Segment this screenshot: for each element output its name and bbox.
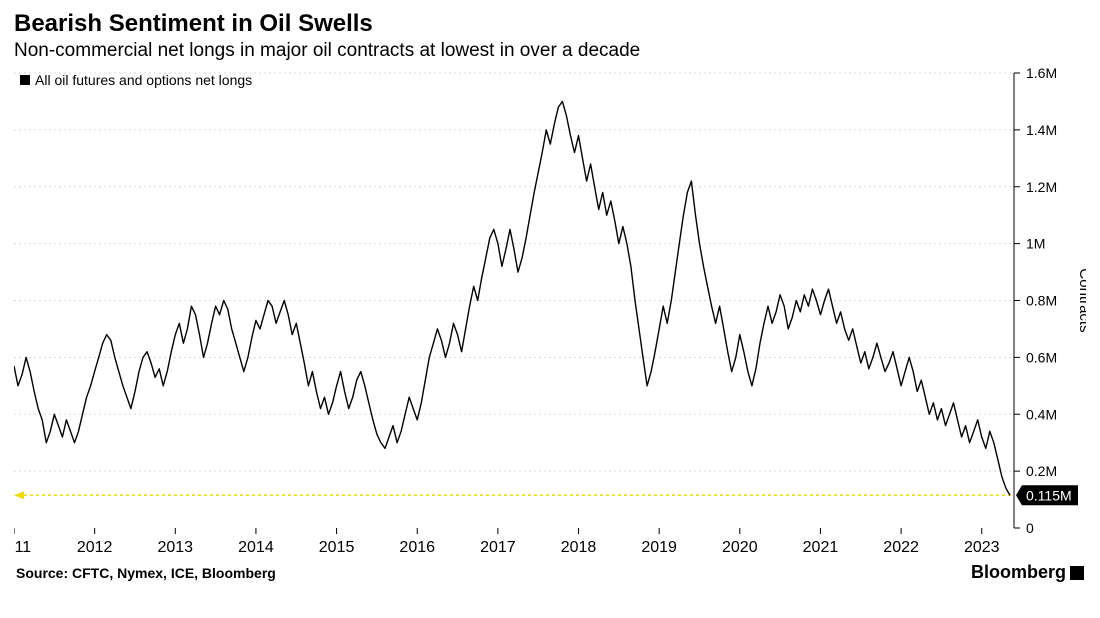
brand-icon [1070, 566, 1084, 580]
legend-label: All oil futures and options net longs [35, 72, 252, 88]
chart-area: All oil futures and options net longs 00… [14, 68, 1086, 558]
svg-text:2015: 2015 [319, 539, 355, 556]
svg-text:2013: 2013 [157, 539, 193, 556]
source-text: Source: CFTC, Nymex, ICE, Bloomberg [16, 565, 276, 581]
svg-text:0.4M: 0.4M [1026, 406, 1057, 422]
chart-subtitle: Non-commercial net longs in major oil co… [14, 40, 1086, 62]
svg-text:2017: 2017 [480, 539, 516, 556]
svg-text:1M: 1M [1026, 236, 1045, 252]
chart-svg: 0 0.2M 0.4M 0.6M 0.8M 1M 1.2M 1.4M 1.6M Contracts… [14, 68, 1086, 558]
brand: Bloomberg [971, 562, 1084, 583]
svg-text:2012: 2012 [77, 539, 113, 556]
svg-text:2021: 2021 [803, 539, 839, 556]
svg-text:0.2M: 0.2M [1026, 463, 1057, 479]
svg-text:0.115M: 0.115M [1026, 487, 1072, 503]
svg-text:2011: 2011 [14, 539, 31, 556]
svg-text:2019: 2019 [641, 539, 677, 556]
chart-title: Bearish Sentiment in Oil Swells [14, 10, 1086, 38]
svg-text:2020: 2020 [722, 539, 758, 556]
svg-text:2018: 2018 [561, 539, 597, 556]
svg-text:0: 0 [1026, 520, 1034, 536]
svg-text:1.6M: 1.6M [1026, 68, 1057, 81]
chart-container: Bearish Sentiment in Oil Swells Non-comm… [0, 0, 1100, 618]
svg-text:0.8M: 0.8M [1026, 293, 1057, 309]
svg-text:0.6M: 0.6M [1026, 349, 1057, 365]
svg-text:2023: 2023 [964, 539, 1000, 556]
brand-label: Bloomberg [971, 562, 1066, 583]
legend-swatch [20, 75, 30, 85]
svg-text:2016: 2016 [399, 539, 435, 556]
svg-text:2022: 2022 [883, 539, 919, 556]
svg-text:1.4M: 1.4M [1026, 122, 1057, 138]
footer: Source: CFTC, Nymex, ICE, Bloomberg Bloo… [14, 558, 1086, 583]
svg-text:2014: 2014 [238, 539, 274, 556]
svg-text:1.2M: 1.2M [1026, 179, 1057, 195]
svg-text:Contracts: Contracts [1076, 268, 1086, 332]
legend: All oil futures and options net longs [20, 72, 252, 88]
